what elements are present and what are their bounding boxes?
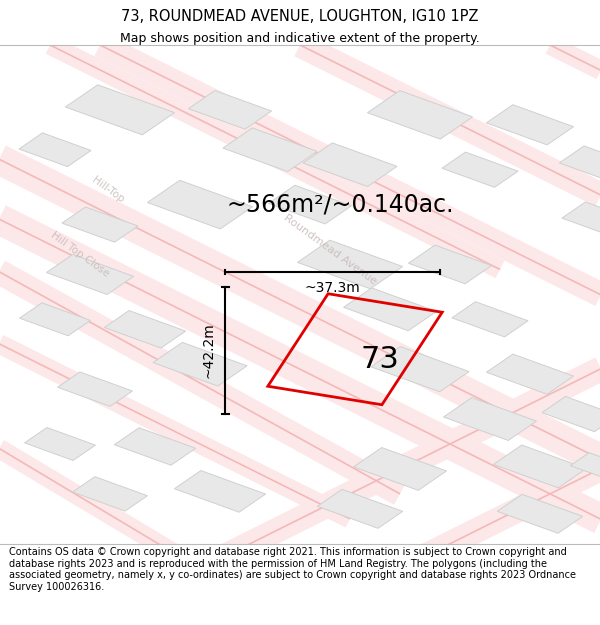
Polygon shape (148, 180, 253, 229)
Text: 73: 73 (361, 345, 400, 374)
Polygon shape (317, 489, 403, 528)
Polygon shape (409, 245, 491, 284)
Polygon shape (104, 311, 185, 348)
Polygon shape (487, 105, 574, 145)
Polygon shape (188, 91, 272, 129)
Polygon shape (73, 477, 148, 511)
Polygon shape (344, 288, 436, 331)
Polygon shape (223, 128, 317, 171)
Text: Map shows position and indicative extent of the property.: Map shows position and indicative extent… (120, 32, 480, 46)
Text: ~42.2m: ~42.2m (201, 322, 215, 378)
Text: Contains OS data © Crown copyright and database right 2021. This information is : Contains OS data © Crown copyright and d… (9, 547, 576, 592)
Polygon shape (19, 133, 91, 167)
Polygon shape (65, 85, 175, 135)
Polygon shape (371, 347, 469, 392)
Polygon shape (46, 254, 134, 294)
Polygon shape (25, 428, 95, 461)
Polygon shape (559, 146, 600, 183)
Text: ~37.3m: ~37.3m (305, 281, 361, 295)
Polygon shape (175, 471, 266, 512)
Polygon shape (303, 143, 397, 186)
Polygon shape (62, 207, 138, 242)
Polygon shape (542, 396, 600, 432)
Polygon shape (443, 398, 536, 441)
Text: 73, ROUNDMEAD AVENUE, LOUGHTON, IG10 1PZ: 73, ROUNDMEAD AVENUE, LOUGHTON, IG10 1PZ (121, 9, 479, 24)
Text: Hill-Top: Hill-Top (90, 175, 126, 204)
Text: Hill Top Close: Hill Top Close (49, 230, 111, 279)
Polygon shape (20, 303, 91, 336)
Polygon shape (452, 302, 528, 337)
Text: ~566m²/~0.140ac.: ~566m²/~0.140ac. (226, 192, 454, 217)
Polygon shape (298, 240, 403, 289)
Polygon shape (487, 354, 574, 394)
Polygon shape (115, 428, 196, 465)
Polygon shape (268, 185, 352, 224)
Polygon shape (367, 91, 473, 139)
Polygon shape (497, 494, 583, 533)
Polygon shape (494, 445, 586, 488)
Polygon shape (562, 202, 600, 237)
Polygon shape (571, 452, 600, 480)
Polygon shape (442, 152, 518, 188)
Polygon shape (58, 372, 133, 406)
Polygon shape (153, 342, 247, 386)
Polygon shape (353, 448, 446, 491)
Text: Roundmead Avenue: Roundmead Avenue (281, 213, 379, 286)
